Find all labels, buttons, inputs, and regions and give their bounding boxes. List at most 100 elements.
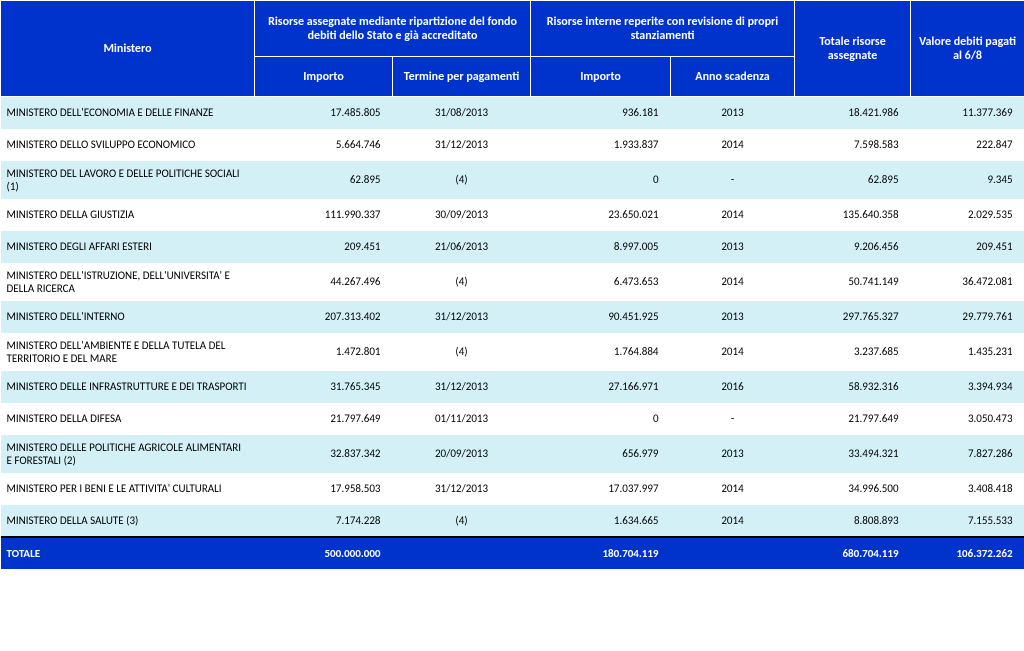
cell-anno: 2014 <box>671 333 795 371</box>
cell-importo2: 936.181 <box>531 97 671 129</box>
table-row: MINISTERO DELL'ISTRUZIONE, DELL'UNIVERSI… <box>1 263 1024 301</box>
ministero-table: Ministero Risorse assegnate mediante rip… <box>0 0 1024 569</box>
cell-anno: - <box>671 403 795 435</box>
cell-anno: 2014 <box>671 129 795 161</box>
cell-totale: 18.421.986 <box>795 97 911 129</box>
table-body: MINISTERO DELL'ECONOMIA E DELLE FINANZE 1… <box>1 97 1024 569</box>
cell-importo2: 6.473.653 <box>531 263 671 301</box>
table-row: MINISTERO DELL'ECONOMIA E DELLE FINANZE 1… <box>1 97 1024 129</box>
cell-termine: 31/12/2013 <box>393 301 531 333</box>
cell-importo2: 8.997.005 <box>531 231 671 263</box>
cell-valore: 3.408.418 <box>911 473 1024 505</box>
cell-totale: 3.237.685 <box>795 333 911 371</box>
cell-name: MINISTERO DELL'ECONOMIA E DELLE FINANZE <box>1 97 255 129</box>
cell-anno: 2014 <box>671 199 795 231</box>
total-importo1: 500.000.000 <box>255 537 393 569</box>
hdr-valore: Valore debiti pagati al 6/8 <box>911 1 1024 97</box>
cell-valore: 209.451 <box>911 231 1024 263</box>
cell-totale: 8.808.893 <box>795 505 911 537</box>
table-row: MINISTERO DELLA SALUTE (3)7.174.228(4)1.… <box>1 505 1024 537</box>
cell-totale: 33.494.321 <box>795 435 911 473</box>
cell-totale: 7.598.583 <box>795 129 911 161</box>
total-row: TOTALE500.000.000180.704.119680.704.1191… <box>1 537 1024 569</box>
cell-totale: 50.741.149 <box>795 263 911 301</box>
table-row: MINISTERO DELLA GIUSTIZIA111.990.33730/0… <box>1 199 1024 231</box>
total-valore: 106.372.262 <box>911 537 1024 569</box>
cell-anno: 2014 <box>671 263 795 301</box>
cell-termine: (4) <box>393 333 531 371</box>
cell-termine: 31/08/2013 <box>393 97 531 129</box>
hdr-termine: Termine per pagamenti <box>393 57 531 97</box>
hdr-anno: Anno scadenza <box>671 57 795 97</box>
cell-name: MINISTERO DELL'AMBIENTE E DELLA TUTELA D… <box>1 333 255 371</box>
cell-totale: 62.895 <box>795 161 911 199</box>
cell-termine: 20/09/2013 <box>393 435 531 473</box>
table-row: MINISTERO DELLE INFRASTRUTTURE E DEI TRA… <box>1 371 1024 403</box>
cell-importo1: 7.174.228 <box>255 505 393 537</box>
cell-anno: 2013 <box>671 301 795 333</box>
total-termine <box>393 537 531 569</box>
cell-valore: 3.394.934 <box>911 371 1024 403</box>
cell-importo2: 1.634.665 <box>531 505 671 537</box>
cell-importo1: 31.765.345 <box>255 371 393 403</box>
cell-valore: 2.029.535 <box>911 199 1024 231</box>
cell-valore: 29.779.761 <box>911 301 1024 333</box>
cell-valore: 7.827.286 <box>911 435 1024 473</box>
cell-termine: 31/12/2013 <box>393 371 531 403</box>
cell-name: MINISTERO DEGLI AFFARI ESTERI <box>1 231 255 263</box>
cell-anno: 2013 <box>671 435 795 473</box>
cell-importo1: 209.451 <box>255 231 393 263</box>
cell-importo2: 1.933.837 <box>531 129 671 161</box>
cell-totale: 34.996.500 <box>795 473 911 505</box>
cell-name: MINISTERO DELLO SVILUPPO ECONOMICO <box>1 129 255 161</box>
cell-termine: (4) <box>393 161 531 199</box>
cell-name: MINISTERO DELL'INTERNO <box>1 301 255 333</box>
cell-importo2: 0 <box>531 161 671 199</box>
cell-name: MINISTERO PER I BENI E LE ATTIVITA' CULT… <box>1 473 255 505</box>
cell-importo2: 17.037.997 <box>531 473 671 505</box>
cell-termine: 30/09/2013 <box>393 199 531 231</box>
table-row: MINISTERO DELLE POLITICHE AGRICOLE ALIME… <box>1 435 1024 473</box>
cell-importo2: 27.166.971 <box>531 371 671 403</box>
table-header: Ministero Risorse assegnate mediante rip… <box>1 1 1024 97</box>
cell-valore: 36.472.081 <box>911 263 1024 301</box>
cell-termine: 31/12/2013 <box>393 129 531 161</box>
cell-termine: 01/11/2013 <box>393 403 531 435</box>
cell-totale: 297.765.327 <box>795 301 911 333</box>
table-row: MINISTERO DEL LAVORO E DELLE POLITICHE S… <box>1 161 1024 199</box>
table-row: MINISTERO DELL'AMBIENTE E DELLA TUTELA D… <box>1 333 1024 371</box>
hdr-totale: Totale risorse assegnate <box>795 1 911 97</box>
hdr-group2: Risorse interne reperite con revisione d… <box>531 1 795 57</box>
cell-importo1: 1.472.801 <box>255 333 393 371</box>
cell-name: MINISTERO DEL LAVORO E DELLE POLITICHE S… <box>1 161 255 199</box>
cell-name: MINISTERO DELLA SALUTE (3) <box>1 505 255 537</box>
cell-name: MINISTERO DELLA DIFESA <box>1 403 255 435</box>
hdr-group1: Risorse assegnate mediante ripartizione … <box>255 1 531 57</box>
cell-anno: 2016 <box>671 371 795 403</box>
cell-valore: 9.345 <box>911 161 1024 199</box>
cell-importo1: 5.664.746 <box>255 129 393 161</box>
cell-totale: 9.206.456 <box>795 231 911 263</box>
cell-termine: (4) <box>393 505 531 537</box>
cell-name: MINISTERO DELLA GIUSTIZIA <box>1 199 255 231</box>
cell-name: MINISTERO DELLE POLITICHE AGRICOLE ALIME… <box>1 435 255 473</box>
cell-importo1: 44.267.496 <box>255 263 393 301</box>
cell-name: MINISTERO DELL'ISTRUZIONE, DELL'UNIVERSI… <box>1 263 255 301</box>
cell-valore: 7.155.533 <box>911 505 1024 537</box>
table-row: MINISTERO DELL'INTERNO207.313.40231/12/2… <box>1 301 1024 333</box>
cell-valore: 222.847 <box>911 129 1024 161</box>
hdr-importo1: Importo <box>255 57 393 97</box>
cell-valore: 1.435.231 <box>911 333 1024 371</box>
cell-termine: 31/12/2013 <box>393 473 531 505</box>
total-totale: 680.704.119 <box>795 537 911 569</box>
cell-importo2: 23.650.021 <box>531 199 671 231</box>
cell-name: MINISTERO DELLE INFRASTRUTTURE E DEI TRA… <box>1 371 255 403</box>
table-row: MINISTERO DELLA DIFESA21.797.64901/11/20… <box>1 403 1024 435</box>
table-row: MINISTERO DELLO SVILUPPO ECONOMICO5.664.… <box>1 129 1024 161</box>
cell-importo1: 207.313.402 <box>255 301 393 333</box>
cell-importo1: 111.990.337 <box>255 199 393 231</box>
cell-termine: (4) <box>393 263 531 301</box>
cell-anno: 2013 <box>671 97 795 129</box>
hdr-ministero: Ministero <box>1 1 255 97</box>
total-label: TOTALE <box>1 537 255 569</box>
